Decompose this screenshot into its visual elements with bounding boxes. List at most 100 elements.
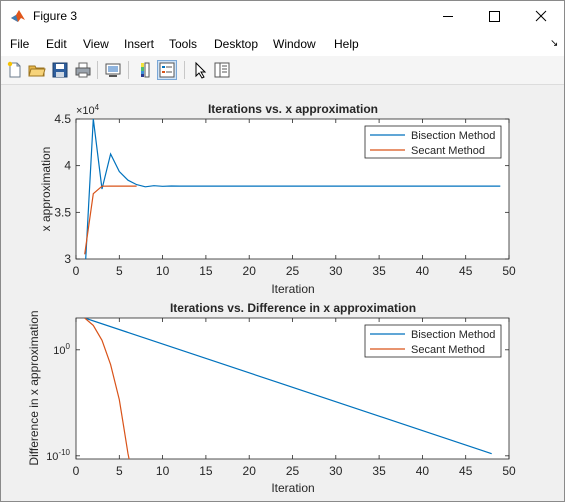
top-series-bisection-line: [85, 119, 501, 259]
x-tick-label: 40: [416, 264, 430, 278]
x-tick-label: 45: [459, 264, 473, 278]
bottom-legend-box: [364, 324, 502, 358]
minimize-icon: [443, 16, 453, 17]
matlab-icon: [11, 10, 25, 22]
x-tick-label: 30: [329, 464, 343, 478]
x-tick-label: 30: [329, 264, 343, 278]
link-plot-button[interactable]: [103, 60, 123, 80]
close-icon: [535, 10, 547, 22]
x-tick-label: 5: [116, 264, 123, 278]
edit-plot-button[interactable]: [190, 60, 210, 80]
save-icon: [52, 62, 68, 78]
bottom-plot-title: Iterations vs. Difference in x approxima…: [170, 301, 416, 315]
insert-legend-icon: [159, 62, 175, 78]
top-axes[interactable]: 0 5 10 15 20 25 30 35 40 45 50 3 3.5 4 4.5 Iterations…: [39, 102, 516, 296]
maximize-icon: [489, 11, 500, 22]
x-tick-label: 15: [199, 464, 213, 478]
figure-canvas: 0 5 10 15 20 25 30 35 40 45 50 33.544.5 Iterations…: [27, 102, 516, 495]
top-series: [84, 119, 501, 259]
bottom-legend[interactable]: Bisection Method Secant Method: [364, 324, 502, 358]
top-legend[interactable]: Bisection Method Secant Method: [364, 125, 502, 159]
x-tick-label: 50: [502, 264, 516, 278]
y-tick-label: 10-10: [46, 448, 70, 463]
x-tick-label: 5: [116, 464, 123, 478]
x-tick-label: 10: [156, 264, 170, 278]
top-x-ticks: 0 5 10 15 20 25 30 35 40 45 50: [73, 119, 516, 278]
toolbar-separator: [97, 61, 98, 79]
bottom-x-label: Iteration: [271, 481, 314, 495]
insert-colorbar-icon: [141, 62, 150, 78]
open-file-icon: [28, 65, 46, 77]
x-tick-label: 40: [416, 464, 430, 478]
bottom-series: [84, 318, 492, 459]
property-inspector-icon: [214, 62, 230, 78]
bottom-series-secant-line: [84, 318, 130, 459]
top-series-secant-line: [84, 185, 137, 255]
title-bar: Figure 3: [1, 1, 564, 32]
save-button[interactable]: [50, 60, 70, 80]
link-plot-icon: [105, 63, 121, 77]
top-y-multiplier-exp: 4: [95, 103, 100, 112]
x-tick-label: 20: [243, 264, 257, 278]
dock-arrow-icon[interactable]: ↘: [550, 38, 559, 49]
top-legend-label-bisection: Bisection Method: [411, 130, 495, 142]
x-tick-label: 25: [286, 464, 300, 478]
edit-plot-arrow-icon: [195, 61, 207, 79]
y-tick-label: 4: [64, 159, 71, 173]
y-tick-label: 3: [64, 252, 71, 266]
menu-view[interactable]: View: [83, 37, 109, 51]
menu-tools[interactable]: Tools: [169, 37, 198, 51]
x-tick-label: 35: [372, 264, 386, 278]
bottom-y-label: Difference in x approximation: [27, 310, 41, 465]
x-tick-label: 10: [156, 464, 170, 478]
insert-colorbar-button[interactable]: [135, 60, 155, 80]
property-inspector-button[interactable]: [212, 60, 232, 80]
y-tick-label: 3.5: [54, 205, 71, 219]
new-figure-icon: [7, 61, 21, 78]
x-tick-label: 15: [199, 264, 213, 278]
bottom-axes[interactable]: 0 5 10 15 20 25 30 35 40 45 50 100 10-10 Iterations…: [27, 301, 516, 495]
x-tick-label: 50: [502, 464, 516, 478]
y-tick-label: 4.5: [54, 112, 71, 126]
x-tick-label: 20: [243, 464, 257, 478]
figure-area: 0 5 10 15 20 25 30 35 40 45 50 3 3.5 4 4.5 Iterations…: [1, 85, 564, 501]
window-title: Figure 3: [33, 9, 78, 23]
bottom-y-ticks: 100 10-10: [46, 342, 509, 463]
toolbar-separator: [128, 61, 129, 79]
toolbar: [1, 56, 564, 85]
menu-insert[interactable]: Insert: [124, 37, 155, 51]
menu-edit[interactable]: Edit: [46, 37, 67, 51]
maximize-button[interactable]: [472, 1, 518, 32]
top-legend-box: [364, 125, 502, 159]
x-tick-label: 25: [286, 264, 300, 278]
top-x-label: Iteration: [271, 282, 314, 296]
bottom-legend-label-bisection: Bisection Method: [411, 329, 495, 341]
top-y-multiplier-base: ×10: [76, 105, 95, 117]
bottom-x-ticks: 0 5 10 15 20 25 30 35 40 45 50: [73, 318, 516, 478]
x-tick-label: 0: [73, 464, 80, 478]
top-y-multiplier: ×104: [76, 103, 100, 117]
top-legend-label-secant: Secant Method: [411, 145, 485, 157]
x-tick-label: 35: [372, 464, 386, 478]
insert-legend-button[interactable]: [157, 60, 177, 80]
print-button[interactable]: [73, 60, 93, 80]
menu-desktop[interactable]: Desktop: [214, 37, 259, 51]
bottom-series-bisection-line: [84, 318, 492, 455]
close-button[interactable]: [518, 1, 564, 32]
menu-help[interactable]: Help: [334, 37, 359, 51]
top-y-label: x approximation: [39, 147, 53, 232]
x-tick-label: 0: [73, 264, 80, 278]
top-plot-title: Iterations vs. x approximation: [208, 102, 378, 116]
menu-bar: File Edit View Insert Tools Desktop Wind…: [1, 32, 564, 56]
top-y-ticks: 3 3.5 4 4.5: [54, 112, 509, 266]
minimize-button[interactable]: [426, 1, 472, 32]
bottom-legend-label-secant: Secant Method: [411, 344, 485, 356]
print-icon: [75, 62, 91, 78]
menu-file[interactable]: File: [10, 37, 30, 51]
open-file-button[interactable]: [27, 60, 47, 80]
menu-window[interactable]: Window: [273, 37, 316, 51]
toolbar-separator: [184, 61, 185, 79]
y-tick-label: 100: [53, 342, 70, 357]
new-figure-button[interactable]: [5, 60, 25, 80]
